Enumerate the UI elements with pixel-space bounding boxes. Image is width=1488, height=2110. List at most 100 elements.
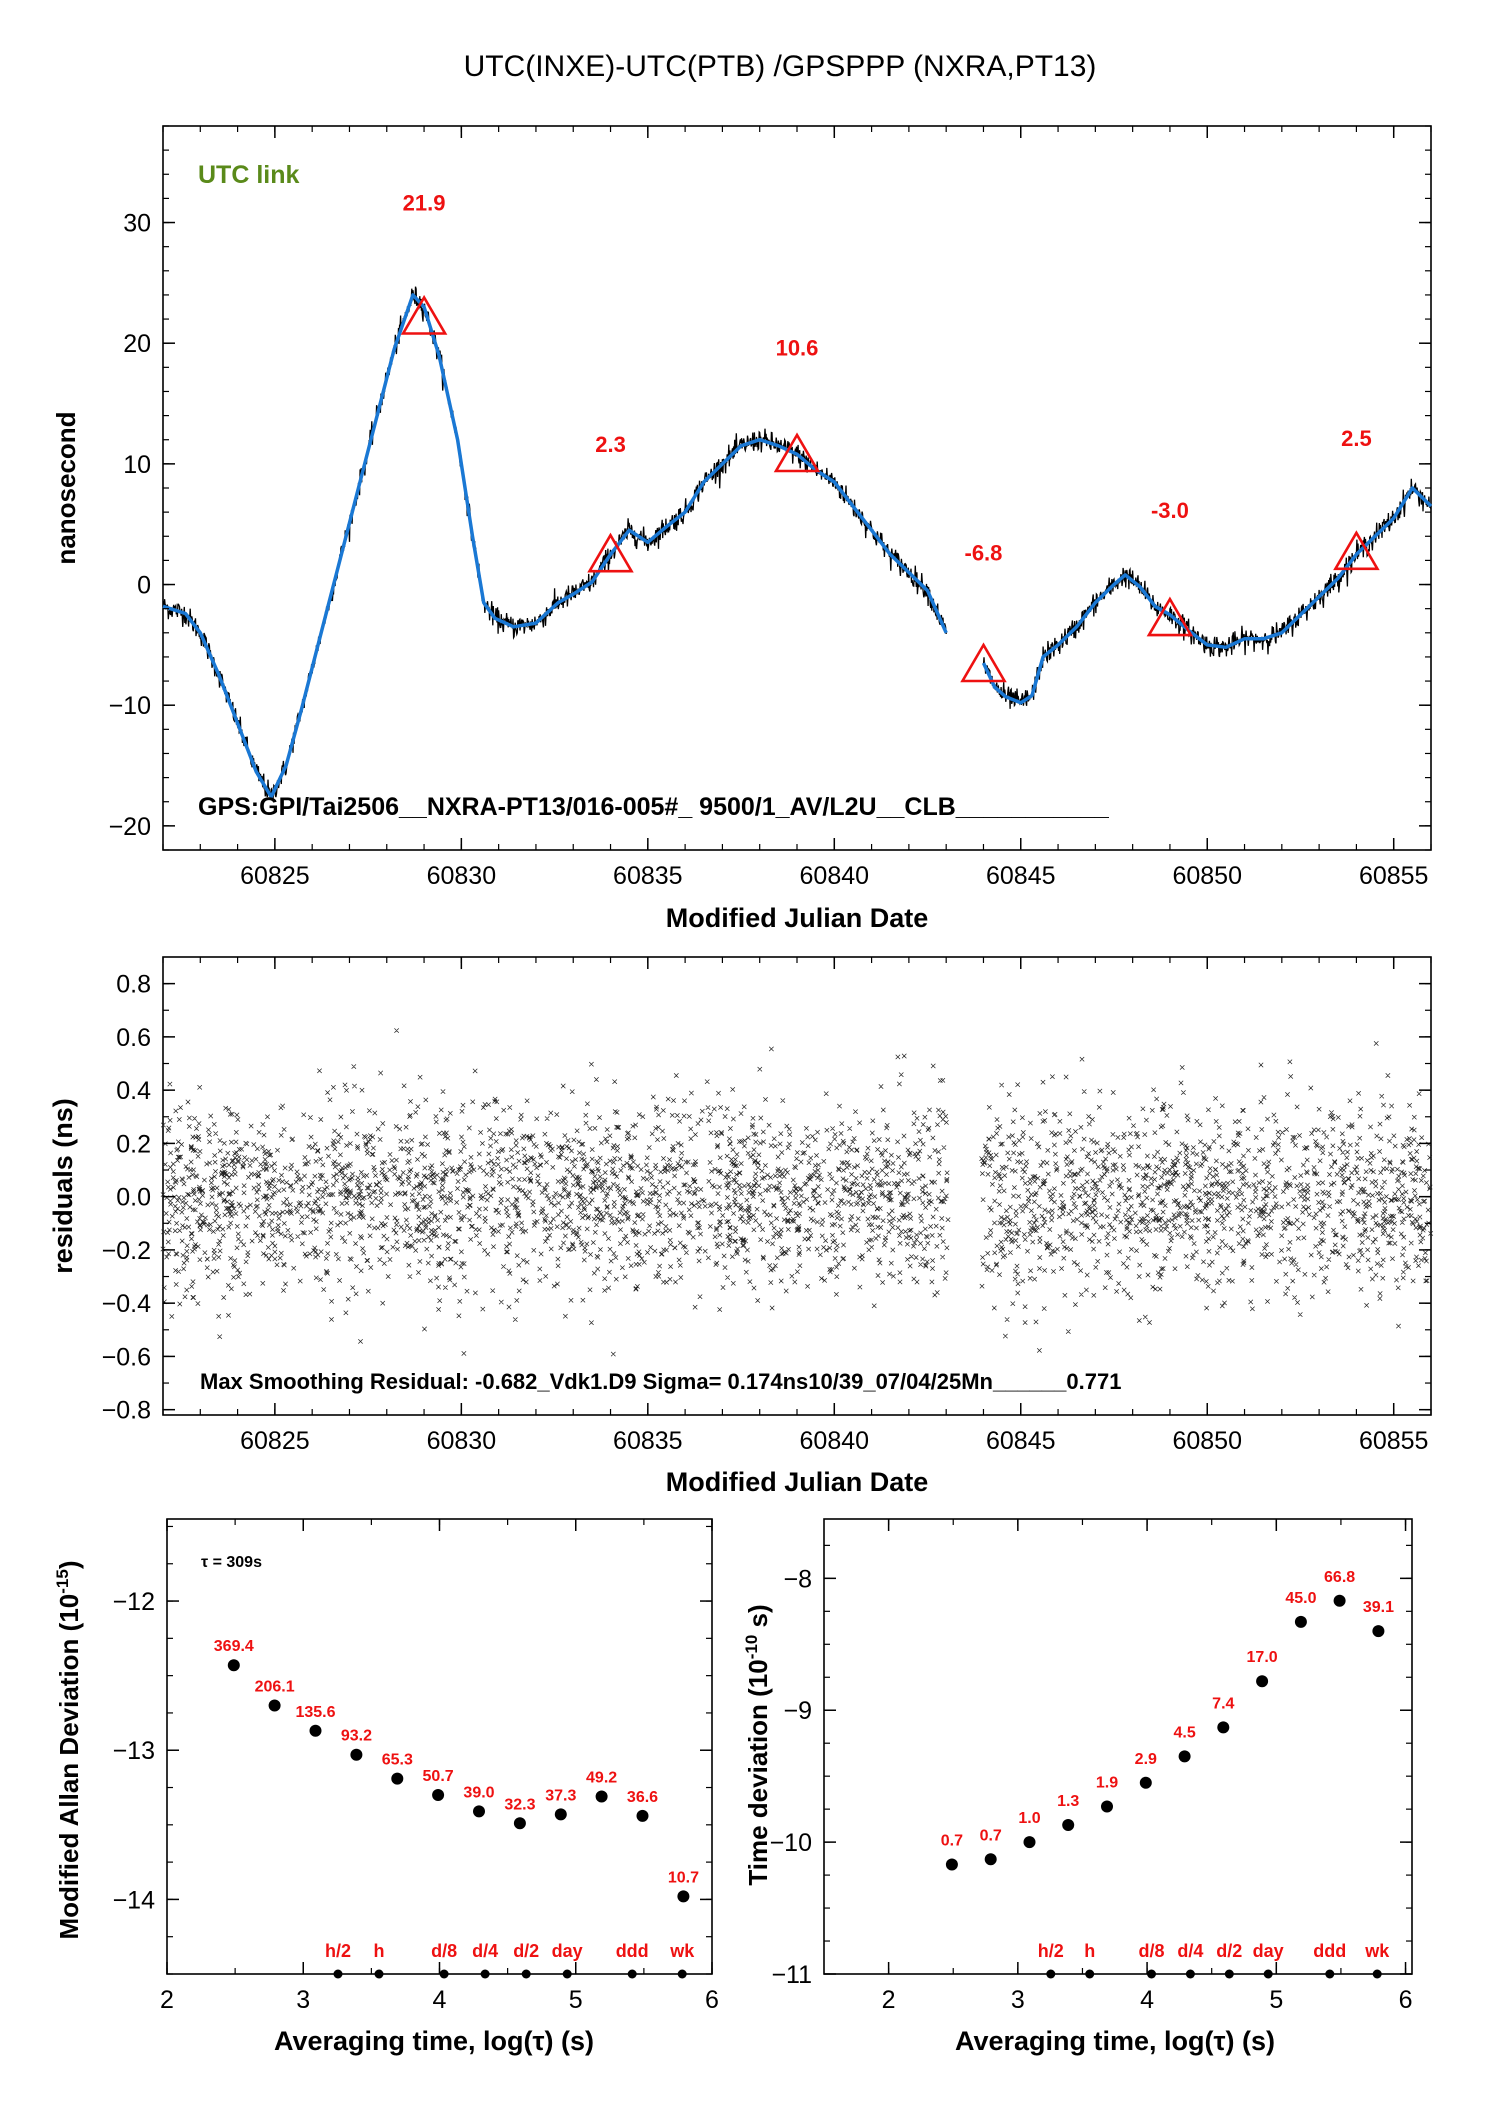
link-curve-segment xyxy=(981,486,1433,705)
x-tick-label: 60830 xyxy=(427,862,497,890)
link-curve-segment xyxy=(162,293,948,799)
deviation-point xyxy=(1372,1625,1385,1638)
y-tick-label: −11 xyxy=(771,1961,812,1989)
deviation-point xyxy=(1023,1836,1036,1849)
link-markers: 21.9 2.3 10.6 -6.8 -3.0 2.5 xyxy=(400,190,1380,683)
deviation-point xyxy=(473,1805,485,1818)
y-tick-label: −10 xyxy=(109,692,151,720)
time-mark-label: d/8 xyxy=(431,1941,457,1961)
y-tick-label: −0.4 xyxy=(102,1290,151,1318)
time-mark-point xyxy=(677,1969,687,1979)
y-tick-label: 30 xyxy=(123,210,151,238)
deviation-point xyxy=(227,1659,240,1672)
deviation-point xyxy=(636,1809,649,1822)
x-tick-label: 60845 xyxy=(986,862,1056,890)
link-y-axis-label: nanosecond xyxy=(51,411,81,564)
time-mark-point xyxy=(562,1969,572,1979)
residual-markers xyxy=(160,1028,1434,1357)
deviation-point-label: 135.6 xyxy=(295,1704,335,1721)
link-triangle-marker xyxy=(1146,596,1194,637)
time-mark-point xyxy=(480,1969,490,1979)
y-tick-label: −12 xyxy=(113,1588,155,1616)
y-tick-label: 0.8 xyxy=(116,971,151,999)
mdev-y-axis-label-main: Modified Allan Deviation (10 xyxy=(54,1594,84,1940)
figure-title: UTC(INXE)-UTC(PTB) /GPSPPP (NXRA,PT13) xyxy=(464,50,1097,83)
deviation-point-label: 66.8 xyxy=(1324,1569,1355,1586)
deviation-point-label: 1.9 xyxy=(1096,1775,1118,1792)
y-tick-label: −10 xyxy=(770,1829,812,1857)
deviation-point-label: 10.7 xyxy=(668,1869,699,1886)
deviation-point-label: 39.1 xyxy=(1363,1599,1394,1616)
x-tick-label: 6 xyxy=(705,1986,719,2014)
x-tick-label: 60850 xyxy=(1172,1427,1242,1455)
y-tick-label: −13 xyxy=(113,1737,155,1765)
link-triangle-marker xyxy=(587,532,634,573)
x-tick-label: 60825 xyxy=(240,862,310,890)
time-mark-label: wk xyxy=(669,1941,695,1961)
deviation-point xyxy=(1256,1675,1269,1688)
time-mark-label: h xyxy=(1084,1941,1095,1961)
deviation-point xyxy=(554,1808,567,1821)
time-mark-point xyxy=(333,1969,343,1979)
residuals-x-axis-label: Modified Julian Date xyxy=(666,1467,929,1497)
deviation-point xyxy=(1294,1615,1307,1628)
time-mark-label: ddd xyxy=(616,1941,649,1961)
deviation-point xyxy=(1333,1594,1346,1607)
link-legend-label: UTC link xyxy=(198,161,299,189)
link-marker-label: 10.6 xyxy=(776,335,819,360)
link-triangle-marker xyxy=(960,642,1007,683)
time-mark-point xyxy=(374,1969,384,1979)
y-tick-label: −8 xyxy=(783,1565,812,1593)
mdev-axes: 2 3 4 5 6 −14 −13 −12 xyxy=(113,1519,719,2014)
deviation-point xyxy=(309,1724,322,1737)
deviation-point xyxy=(391,1772,404,1785)
time-mark-point xyxy=(1185,1969,1195,1979)
tdev-axes: 2 3 4 5 6 −11 −10 −9 −8 xyxy=(770,1519,1412,2014)
y-tick-label: −14 xyxy=(113,1886,156,1914)
link-plot-frame xyxy=(162,125,1432,851)
tdev-x-axis-label: Averaging time, log(τ) (s) xyxy=(955,2026,1275,2056)
time-mark-label: d/8 xyxy=(1138,1941,1164,1961)
y-tick-label: 0.0 xyxy=(116,1184,151,1212)
link-marker-label: -3.0 xyxy=(1151,498,1189,523)
mdev-x-axis-label: Averaging time, log(τ) (s) xyxy=(274,2026,594,2056)
tdev-y-axis-label-exp: -10 xyxy=(742,1635,761,1660)
x-tick-label: 60850 xyxy=(1172,862,1242,890)
time-mark-point xyxy=(1224,1969,1234,1979)
x-tick-label: 60835 xyxy=(613,1427,683,1455)
tdev-y-axis-label-main: Time deviation (10 xyxy=(743,1659,773,1885)
x-tick-label: 60840 xyxy=(800,862,870,890)
residuals-points xyxy=(160,1028,1434,1357)
deviation-point-label: 1.3 xyxy=(1057,1793,1079,1810)
deviation-point-label: 93.2 xyxy=(341,1728,372,1745)
tdev-y-axis-label: Time deviation (10-10 s) xyxy=(742,1604,773,1885)
deviation-point-label: 0.7 xyxy=(980,1827,1002,1844)
x-tick-label: 5 xyxy=(569,1986,583,2014)
deviation-point-label: 45.0 xyxy=(1285,1590,1316,1607)
mdev-y-axis-label: Modified Allan Deviation (10-15) xyxy=(53,1561,84,1940)
deviation-point xyxy=(513,1817,526,1830)
x-tick-label: 60840 xyxy=(800,1427,870,1455)
time-mark-label: h xyxy=(374,1941,385,1961)
deviation-point xyxy=(945,1858,958,1871)
y-tick-label: 0.4 xyxy=(116,1077,151,1105)
deviation-point xyxy=(1178,1750,1191,1763)
x-tick-label: 60835 xyxy=(613,862,683,890)
deviation-point-label: 206.1 xyxy=(255,1679,295,1696)
deviation-point-label: 49.2 xyxy=(586,1770,617,1787)
link-panel: 21.92.310.6-6.8-3.02.5 60825 60830 60835 60… xyxy=(51,125,1433,933)
link-marker-label: 2.3 xyxy=(595,432,626,457)
link-series xyxy=(162,293,1433,799)
residuals-panel: 60825 60830 60835 60840 60845 60850 60855 −0.8 −… xyxy=(48,956,1434,1497)
time-mark-label: day xyxy=(1253,1941,1284,1961)
time-mark-label: d/4 xyxy=(472,1941,498,1961)
x-tick-label: 4 xyxy=(1140,1986,1154,2014)
tdev-panel: 0.7 0.7 1.0 1.3 1.9 2.9 4.5 7.4 17.0 45.0 66.8 39.1… xyxy=(742,1518,1413,2056)
deviation-point-label: 0.7 xyxy=(941,1833,963,1850)
deviation-point xyxy=(1062,1819,1075,1831)
y-tick-label: −0.6 xyxy=(102,1343,151,1371)
x-tick-label: 2 xyxy=(882,1986,896,2014)
